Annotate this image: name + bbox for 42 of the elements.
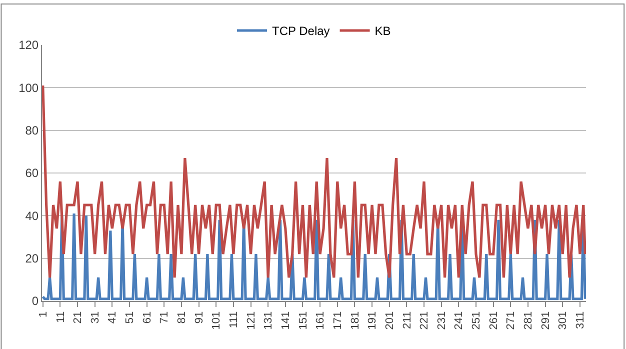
x-tick-label: 181	[349, 311, 362, 330]
x-tick-label: 41	[106, 311, 119, 324]
x-tick-label: 191	[366, 311, 379, 330]
x-tick-label: 241	[453, 311, 466, 330]
x-tick-label: 141	[280, 311, 292, 330]
y-tick-label: 0	[32, 294, 39, 308]
x-tick-label: 91	[193, 311, 206, 324]
x-tick-label: 251	[470, 311, 483, 330]
x-tick-label: 131	[262, 311, 275, 330]
x-tick-label: 211	[401, 311, 414, 329]
x-tick-label: 271	[505, 311, 518, 330]
x-tick-label: 291	[540, 311, 552, 330]
x-tick-label: 121	[245, 311, 258, 330]
y-tick-label: 60	[25, 166, 39, 180]
x-tick-label: 261	[488, 311, 500, 330]
y-tick-label: 120	[18, 38, 39, 52]
x-tick-label: 71	[158, 311, 171, 324]
x-tick-label: 81	[176, 311, 188, 324]
x-tick-label: 51	[124, 311, 136, 324]
x-tick-label: 161	[314, 311, 327, 330]
x-tick-label: 151	[297, 311, 310, 330]
y-tick-label: 40	[25, 208, 39, 223]
x-tick-label: 281	[522, 311, 535, 330]
legend-label: TCP Delay	[272, 24, 330, 38]
x-tick-label: 221	[418, 311, 431, 330]
line-series	[42, 84, 586, 279]
x-tick-label: 311	[574, 311, 587, 329]
y-tick-label: 20	[25, 252, 39, 266]
x-tick-label: 1	[37, 311, 50, 318]
x-tick-label: 31	[89, 311, 102, 324]
x-tick-label: 171	[332, 311, 344, 330]
legend-label: KB	[374, 24, 391, 38]
x-tick-label: 111	[228, 311, 240, 328]
x-tick-label: 21	[72, 311, 84, 324]
x-tick-label: 61	[141, 311, 154, 324]
y-tick-label: 100	[18, 80, 39, 95]
x-tick-label: 101	[210, 311, 223, 330]
x-tick-label: 301	[557, 311, 570, 330]
x-tick-label: 231	[436, 311, 448, 330]
y-tick-label: 80	[25, 124, 39, 138]
x-tick-label: 11	[54, 311, 67, 323]
x-tick-label: 201	[384, 311, 396, 330]
